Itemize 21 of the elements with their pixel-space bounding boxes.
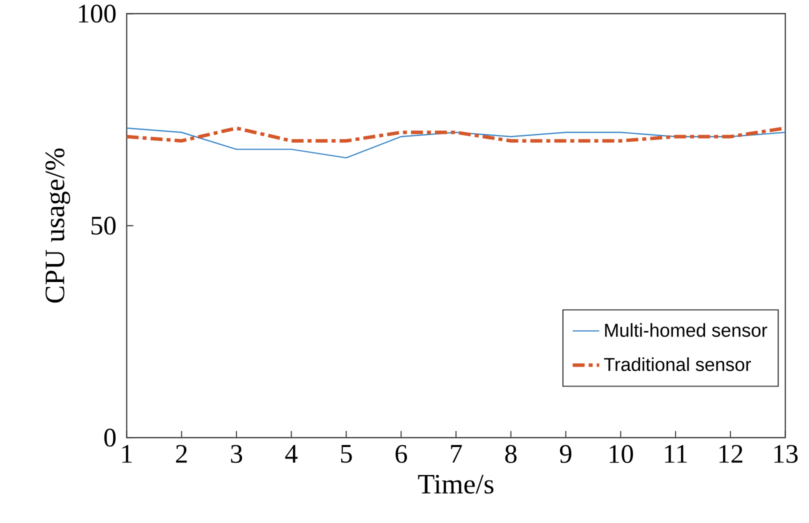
x-tick-label: 1	[122, 445, 132, 463]
x-tick-label: 10	[610, 445, 633, 464]
x-tick-label: 2	[176, 445, 187, 463]
y-tick-label: 0	[104, 428, 116, 447]
y-tick-label: 100	[78, 4, 116, 23]
x-tick-label: 4	[285, 445, 298, 463]
x-tick-label: 3	[231, 445, 242, 463]
y-tick-label: 50	[92, 216, 116, 235]
x-tick-label: 13	[774, 445, 798, 463]
x-tick-label: 12	[719, 445, 742, 463]
x-axis-title: Time/s	[418, 474, 494, 494]
x-tick-label: 5	[341, 445, 352, 463]
x-tick-label: 11	[665, 445, 687, 463]
legend-label: Traditional sensor	[604, 357, 751, 372]
legend-label: Multi-homed sensor	[605, 323, 768, 337]
y-axis-title: CPU usage/%	[45, 148, 70, 303]
x-tick-label: 7	[451, 445, 462, 462]
line-series	[126, 128, 786, 158]
x-tick-label: 8	[505, 445, 517, 464]
x-tick-label: 9	[560, 445, 572, 463]
x-tick-label: 6	[396, 445, 407, 463]
